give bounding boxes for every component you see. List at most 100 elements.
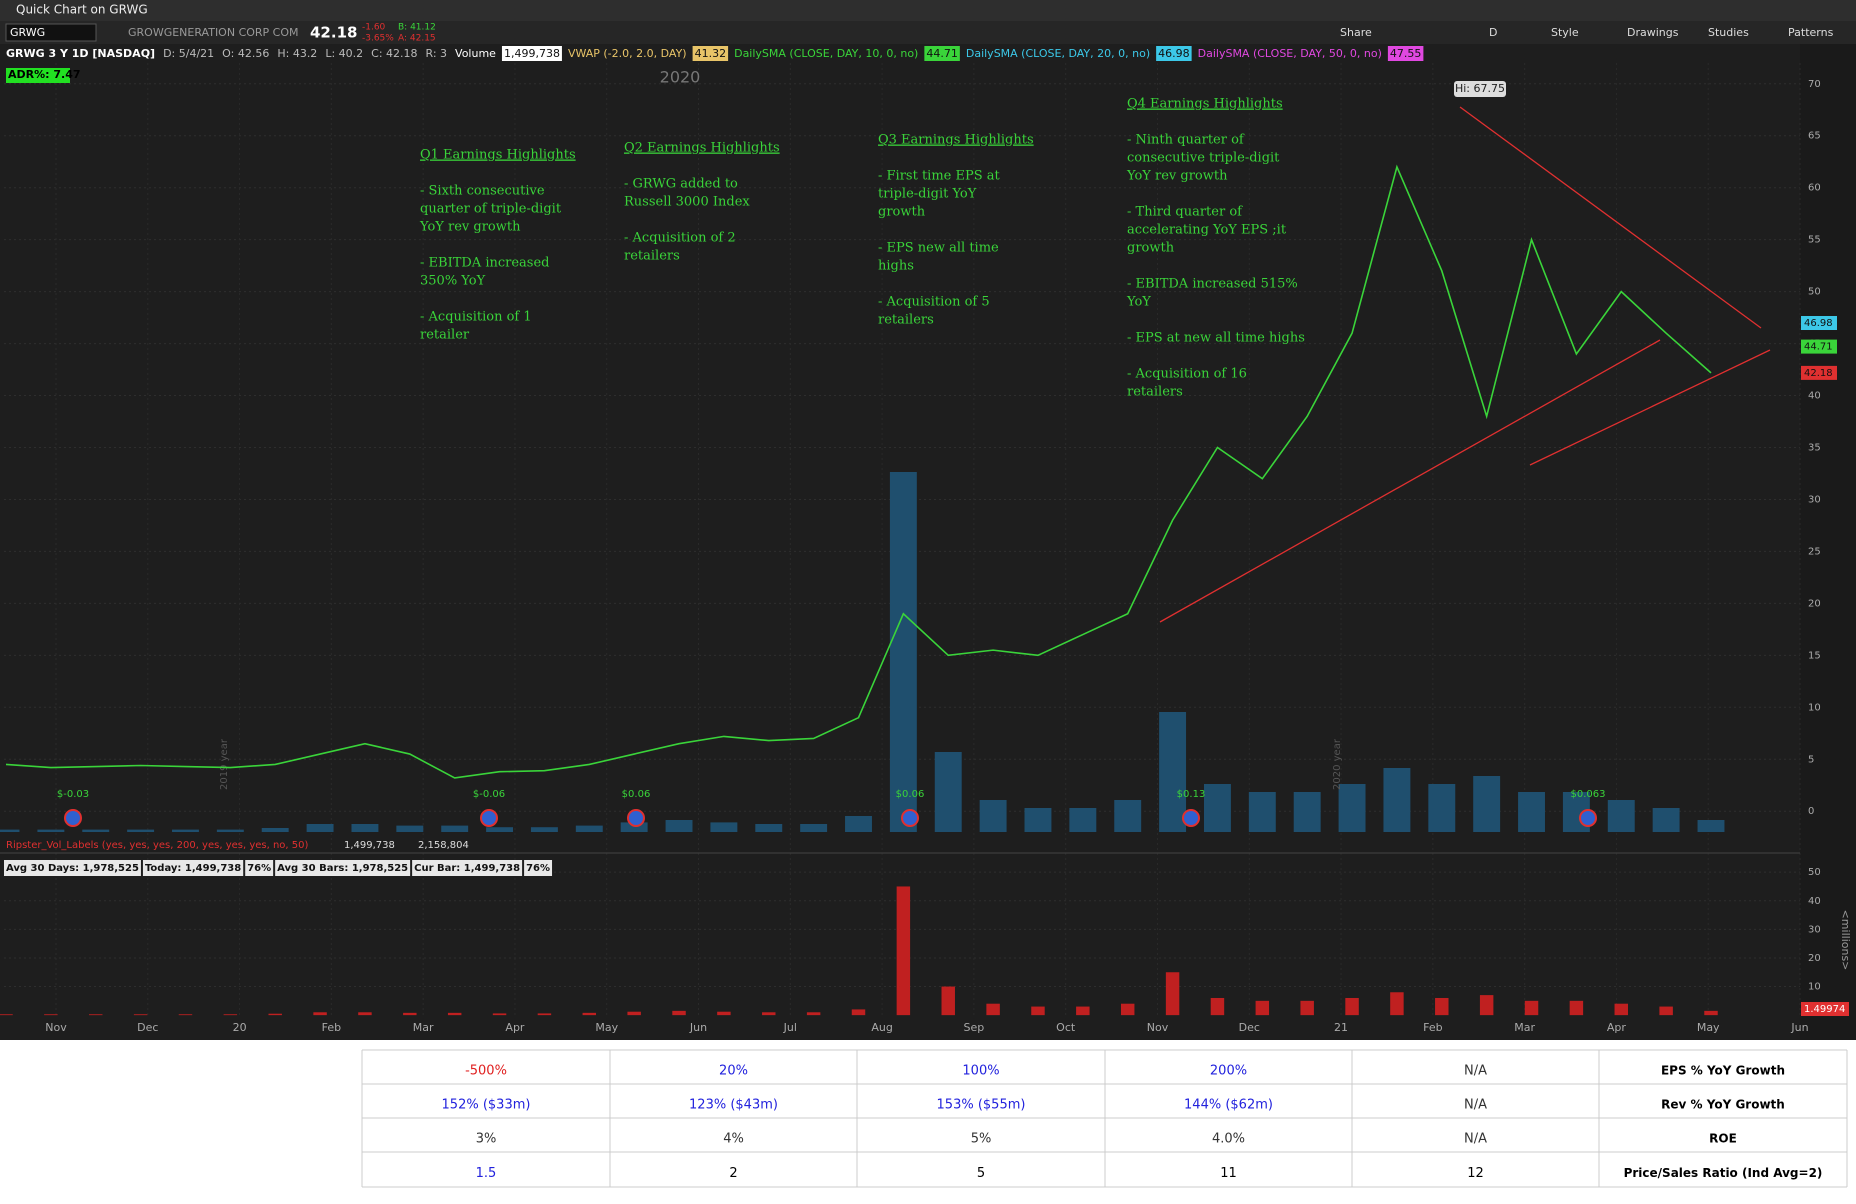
last-price: 42.18 [310,24,357,42]
earnings-icon[interactable] [901,809,919,827]
symbol[interactable]: GRWG [10,26,45,39]
volume-bar [127,829,155,832]
table-cell: 5 [977,1166,985,1181]
volume-bar [979,800,1007,832]
stat-text: 76% [247,863,271,874]
ripster-bar [537,1013,552,1016]
annotation-line: - Acquisition of 5 [878,295,990,310]
volume-bar [710,822,738,832]
symbol-box[interactable] [5,23,97,42]
volume-bar [172,829,199,832]
x-tick-label: Jun [689,1021,707,1034]
adr: ADR%: 7.47 [8,68,81,81]
study-bg [692,46,729,61]
annotation-line: - GRWG added to [624,177,738,192]
ripster-bar [717,1011,731,1016]
annotation-line: - First time EPS at [878,169,1001,184]
stat-bg [524,860,553,876]
volume-bar [575,825,603,832]
ripster-bar [896,886,911,1016]
study-text: 44.71 [926,47,958,60]
volume-bar [396,825,424,832]
annotation-line: growth [1127,241,1175,256]
ripster-bar [1390,992,1404,1016]
earnings-icon[interactable] [627,809,645,827]
window-title: Quick Chart on GRWG [16,3,148,17]
adr-bg [6,68,70,83]
y-tick-label: 25 [1808,546,1821,557]
annotation-title: Q4 Earnings Highlights [1127,97,1283,112]
x-tick-label: Oct [1056,1021,1076,1034]
toolbar-button[interactable]: Drawings [1627,26,1679,39]
stat-bg [275,860,411,876]
volume-bar [1652,808,1680,832]
price-tag-bg [1801,316,1837,331]
x-tick-label: Nov [1147,1021,1169,1034]
ripster-bar [1614,1003,1628,1016]
x-tick-label: Jul [783,1021,797,1034]
earnings-icon[interactable] [1579,809,1597,827]
volume-bar [82,829,110,832]
y-tick-label: 55 [1808,235,1821,246]
annotation-line: growth [878,205,926,220]
earnings-icon[interactable] [64,809,82,827]
ripster-bar [492,1013,507,1016]
toolbar-button[interactable]: D [1489,26,1497,39]
toolbar-button[interactable]: Studies [1708,26,1749,39]
study-text: DailySMA (CLOSE, DAY, 20, 0, no) [966,47,1150,60]
price-tag-bg [1801,339,1837,354]
volume-bar [800,824,828,832]
study-text: 41.32 [695,47,727,60]
volume-bar [1428,784,1456,832]
annotation-line: quarter of triple-digit [420,202,562,217]
table-cell: 4% [723,1132,744,1147]
x-tick-label: May [1697,1021,1720,1034]
stat-text: Avg 30 Days: 1,978,525 [6,863,139,874]
volume-bar [1383,768,1411,832]
earnings-icon[interactable] [480,809,498,827]
vol-tick-label: 20 [1808,953,1821,964]
ripster-bar [941,986,955,1016]
ripster-bar [1479,995,1494,1016]
trend-line [1459,106,1762,329]
y-tick-label: 40 [1808,391,1821,402]
earnings-label: $-0.06 [473,789,505,800]
y-tick-label: 30 [1808,494,1821,505]
earnings-icon[interactable] [1182,809,1200,827]
volume-bar [351,824,379,832]
toolbar-button[interactable]: Style [1551,26,1579,39]
x-tick-label: Jun [1790,1021,1808,1034]
unit-label: <millions> [1839,910,1852,971]
annotation-title: Q1 Earnings Highlights [420,148,576,163]
volume-bar [1248,792,1276,832]
annotation-line: Russell 3000 Index [624,195,750,210]
y-tick-label: 70 [1808,79,1821,90]
annotation-line: accelerating YoY EPS ;it [1127,223,1287,238]
study-text: GRWG 3 Y 1D [NASDAQ] [6,47,155,60]
ask: A: 42.15 [398,34,436,44]
change: -1.60 [362,23,386,33]
study-text: VWAP (-2.0, 2.0, DAY) [568,47,687,60]
ripster-bar [1659,1006,1673,1016]
table-cell: 200% [1210,1064,1247,1079]
ripster-bar [627,1011,641,1016]
y-tick-label: 15 [1808,650,1821,661]
volume-bar [1114,800,1142,832]
volume-bar [755,824,783,832]
toolbar-button[interactable]: Share [1340,26,1372,39]
company: GROWGENERATION CORP COM [128,26,299,39]
annotation-line: retailers [1127,385,1183,400]
table-cell: 100% [962,1064,999,1079]
toolbar-button[interactable]: Patterns [1788,26,1834,39]
ripster-bar [133,1014,148,1016]
ripster-bar [178,1014,193,1016]
annotation-line: - EPS at new all time highs [1127,331,1305,346]
stat-bg [4,860,141,876]
stat-text: 76% [526,863,550,874]
x-tick-label: Feb [322,1021,341,1034]
table-cell: 152% ($33m) [442,1098,531,1113]
table-cell: N/A [1464,1132,1487,1147]
price-tag: 44.71 [1804,342,1833,353]
annotation-line: retailer [420,328,470,343]
